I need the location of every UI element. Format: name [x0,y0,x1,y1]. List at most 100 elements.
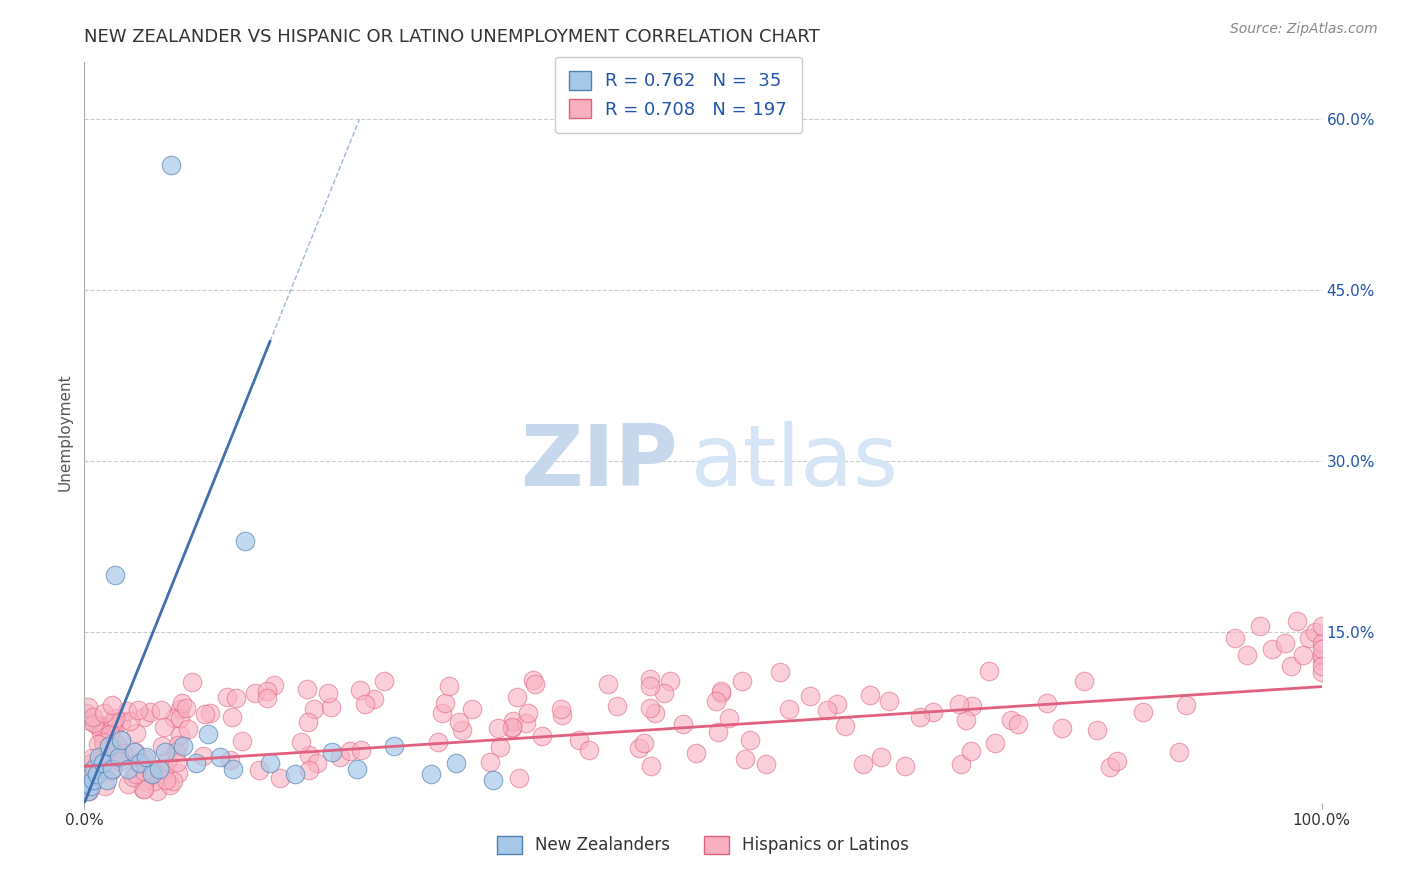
Point [638,701,661,715]
Point [117,762,139,776]
Text: Source: ZipAtlas.com: Source: ZipAtlas.com [1230,22,1378,37]
Point [86,767,108,781]
Point [104,568,127,582]
Point [103,718,125,732]
Point [302,702,325,716]
Point [419,767,441,781]
Point [959,744,981,758]
Point [1168,745,1191,759]
Point [141,767,163,781]
Point [346,762,368,776]
Point [778,701,800,715]
Point [231,733,253,747]
Point [127,703,149,717]
Point [118,714,141,728]
Point [127,755,149,769]
Point [76,699,98,714]
Point [894,759,917,773]
Point [143,773,166,788]
Point [167,766,190,780]
Point [91,756,114,770]
Point [243,685,266,699]
Text: atlas: atlas [690,421,898,504]
Point [606,698,628,713]
Point [363,691,385,706]
Point [501,720,523,734]
Point [638,672,661,686]
Point [1085,723,1108,738]
Point [1000,713,1022,727]
Point [117,777,139,791]
Point [522,673,544,688]
Point [870,749,893,764]
Point [89,720,111,734]
Point [269,771,291,785]
Point [89,718,111,732]
Point [329,750,352,764]
Point [515,715,537,730]
Point [83,715,105,730]
Point [550,701,572,715]
Point [115,704,138,718]
Text: ZIP: ZIP [520,421,678,504]
Point [295,681,318,696]
Point [1249,619,1271,633]
Point [129,756,152,770]
Point [307,756,329,770]
Point [100,764,122,779]
Point [531,729,554,743]
Point [198,706,221,721]
Point [125,767,148,781]
Point [93,737,115,751]
Point [290,735,312,749]
Point [101,698,124,713]
Point [298,747,321,762]
Point [734,751,756,765]
Point [1036,696,1059,710]
Point [169,702,191,716]
Point [82,772,104,787]
Point [181,675,204,690]
Point [197,727,219,741]
Point [948,697,970,711]
Point [150,703,173,717]
Point [659,674,682,689]
Point [710,686,733,700]
Point [103,741,125,756]
Point [163,711,186,725]
Point [1310,653,1333,667]
Point [501,722,523,736]
Point [122,745,145,759]
Point [184,756,207,770]
Point [108,750,131,764]
Point [922,705,945,719]
Point [150,739,173,754]
Point [450,723,472,737]
Point [91,735,114,749]
Point [177,722,200,736]
Point [297,714,319,729]
Point [166,756,188,770]
Point [710,684,733,698]
Point [110,714,132,728]
Point [110,733,132,747]
Legend: New Zealanders, Hispanics or Latinos: New Zealanders, Hispanics or Latinos [491,829,915,861]
Point [79,714,101,728]
Point [1279,659,1302,673]
Point [90,726,112,740]
Point [160,158,183,172]
Point [321,700,343,714]
Text: NEW ZEALANDER VS HISPANIC OR LATINO UNEMPLOYMENT CORRELATION CHART: NEW ZEALANDER VS HISPANIC OR LATINO UNEM… [84,28,820,45]
Point [1099,760,1122,774]
Point [170,696,193,710]
Point [159,778,181,792]
Point [628,740,651,755]
Point [704,694,727,708]
Point [640,680,662,694]
Point [672,716,695,731]
Point [506,690,529,704]
Point [77,774,100,789]
Point [153,745,176,759]
Point [1007,717,1029,731]
Point [633,736,655,750]
